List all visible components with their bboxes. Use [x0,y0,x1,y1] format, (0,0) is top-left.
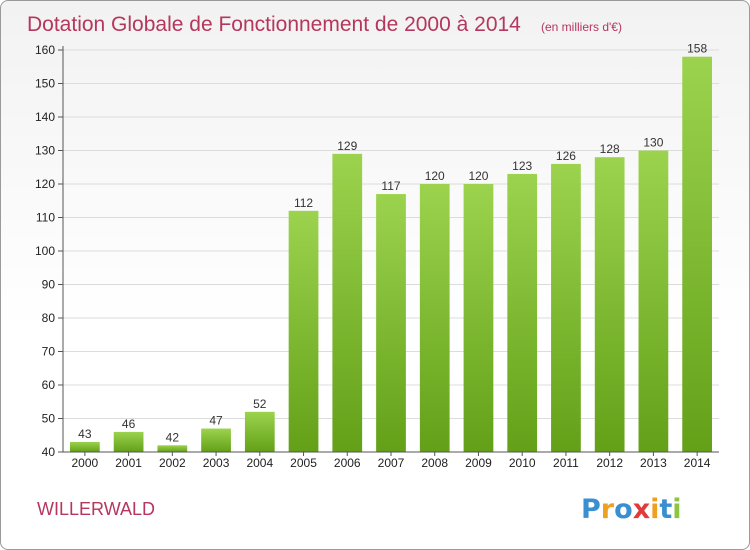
logo-text: Proxiti [581,494,682,525]
value-label-2001: 46 [122,417,136,431]
bar-2003 [201,428,231,452]
chart-subtitle: (en milliers d'€) [541,20,622,34]
axes [62,46,719,453]
x-tick-label-2000: 2000 [72,456,99,470]
bar-2000 [69,441,100,452]
value-label-2002: 42 [166,430,180,444]
x-tick-label-2008: 2008 [421,456,448,470]
value-label-2000: 43 [78,427,92,441]
y-tick-label: 150 [35,77,55,91]
bar-2013 [638,150,669,452]
logo-letter: i [672,494,681,525]
x-tick-label-2004: 2004 [246,456,273,470]
x-axis-ticks: 2000 2001 2002 2003 2004 2005 2006 2007 2008 2009… [72,452,711,470]
logo-letter: t [659,494,672,525]
x-tick-label-2009: 2009 [465,456,492,470]
value-label-2011: 126 [556,149,576,163]
x-tick-label-2014: 2014 [684,456,711,470]
x-tick-label-2001: 2001 [115,456,142,470]
x-tick-label-2006: 2006 [334,456,361,470]
bar-2005 [288,210,319,452]
value-label-2009: 120 [468,169,488,183]
y-tick-label: 120 [35,177,55,191]
x-tick-label-2013: 2013 [640,456,667,470]
y-tick-label: 110 [36,211,55,225]
x-tick-label-2003: 2003 [203,456,230,470]
value-label-2012: 128 [600,142,620,156]
y-tick-label: 40 [42,445,56,459]
x-tick-label-2002: 2002 [159,456,186,470]
bar-2011 [551,163,581,452]
bar-2012 [594,157,625,452]
value-label-2007: 117 [381,179,400,193]
value-label-2013: 130 [643,136,663,150]
bar-2004 [244,411,275,452]
x-tick-label-2007: 2007 [378,456,405,470]
bar-2001 [113,431,144,452]
bar-value-labels: 43 46 42 47 52 112 129 117 120 120 123 126 128 130 158 [78,42,707,445]
y-tick-label: 130 [35,144,55,158]
y-tick-label: 50 [42,412,56,426]
value-label-2014: 158 [687,42,707,56]
x-tick-label-2010: 2010 [509,456,536,470]
bar-2014 [682,56,713,452]
bar-2007 [376,194,406,453]
place-name: WILLERWALD [37,499,155,519]
y-tick-label: 100 [35,244,55,258]
logo-letter: P [581,494,601,525]
y-tick-label: 60 [42,378,56,392]
x-tick-label-2005: 2005 [290,456,317,470]
bar-2008 [419,184,450,452]
bar-2006 [332,153,363,452]
y-axis-ticks: 40 50 60 70 80 90 100 110 120 130 140 150 160 [35,43,63,459]
y-tick-label: 160 [35,43,55,57]
logo-letter: x [633,494,650,525]
value-label-2005: 112 [294,196,313,210]
proxiti-logo: Proxiti [581,494,682,525]
value-label-2004: 52 [253,397,267,411]
bar-2009 [463,184,494,452]
y-tick-label: 80 [42,311,56,325]
y-tick-label: 70 [42,345,56,359]
x-tick-label-2011: 2011 [553,456,579,470]
bar-2002 [157,445,188,452]
logo-letter: r [601,494,615,525]
logo-letter: o [614,494,633,525]
x-tick-label-2012: 2012 [596,456,623,470]
y-tick-label: 140 [35,110,55,124]
value-label-2006: 129 [337,139,357,153]
value-label-2003: 47 [209,414,223,428]
logo-letter: i [650,494,659,525]
chart-title: Dotation Globale de Fonctionnement de 20… [27,13,521,36]
bar-2010 [507,173,538,452]
y-tick-label: 90 [42,278,56,292]
value-label-2008: 120 [425,169,445,183]
bars [69,56,713,453]
value-label-2010: 123 [512,159,532,173]
